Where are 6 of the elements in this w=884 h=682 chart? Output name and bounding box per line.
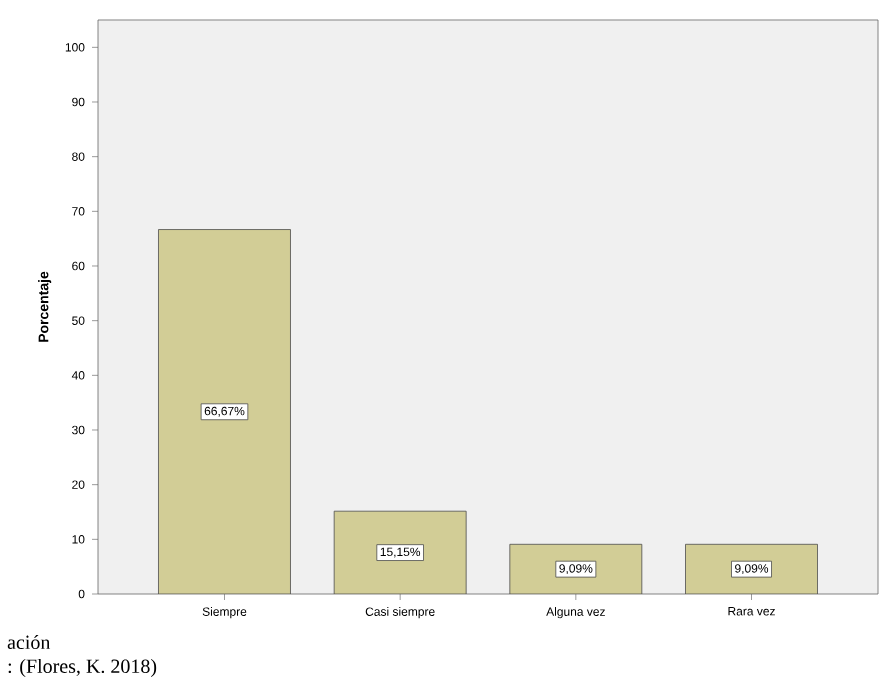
text: ación [7, 634, 51, 650]
bar [333, 510, 467, 594]
bar [685, 543, 818, 594]
bar [509, 543, 643, 594]
bar [158, 229, 291, 594]
text: : (Flores, K. 2018) [8, 658, 157, 678]
